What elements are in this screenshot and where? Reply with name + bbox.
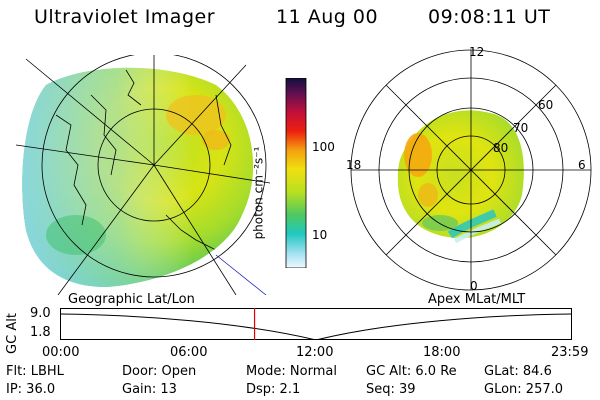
- mode-status: Mode: Normal: [246, 364, 337, 379]
- xtick-0600: 06:00: [170, 345, 208, 360]
- gc-alt-status: GC Alt: 6.0 Re: [366, 364, 457, 379]
- glon-status: GLon: 257.0: [484, 382, 564, 397]
- glat-status: GLat: 84.6: [484, 364, 552, 379]
- xtick-2359: 23:59: [551, 345, 589, 360]
- filter-status: Flt: LBHL: [6, 364, 64, 379]
- mlat-70-label: 70: [513, 121, 529, 135]
- geo-coord-label: Geographic Lat/Lon: [68, 292, 195, 307]
- colorbar-tick-100: 100: [312, 140, 335, 154]
- gain-status: Gain: 13: [122, 382, 177, 397]
- altitude-chart: [60, 308, 572, 340]
- mlt-6-label: 6: [578, 158, 586, 172]
- altitude-panel: Geographic Lat/Lon Apex MLat/MLT GC Alt …: [0, 292, 600, 362]
- mlt-12-label: 12: [469, 45, 485, 59]
- geographic-image: [16, 55, 270, 295]
- alt-ylabel: GC Alt: [4, 313, 20, 354]
- ip-status: IP: 36.0: [6, 382, 56, 397]
- instrument-title: Ultraviolet Imager: [34, 6, 216, 28]
- apex-coord-label: Apex MLat/MLT: [428, 292, 526, 307]
- mlt-18-label: 18: [346, 158, 362, 172]
- colorbar-tick-10: 10: [312, 228, 328, 242]
- door-status: Door: Open: [122, 364, 197, 379]
- altitude-curve: [60, 313, 572, 340]
- colorbar-unit-label: photon cm⁻²s⁻¹: [251, 146, 266, 240]
- mlat-80-label: 80: [493, 141, 509, 155]
- alt-ytick-top: 9.0: [30, 306, 51, 321]
- xtick-1200: 12:00: [296, 345, 334, 360]
- title-bar: Ultraviolet Imager 11 Aug 00 09:08:11 UT: [0, 0, 600, 34]
- mlt-0-label: 0: [470, 279, 478, 293]
- date-label: 11 Aug 00: [276, 6, 379, 28]
- time-label: 09:08:11 UT: [428, 6, 551, 28]
- polar-image: [350, 49, 592, 291]
- xtick-0000: 00:00: [42, 345, 80, 360]
- seq-status: Seq: 39: [366, 382, 416, 397]
- dsp-status: Dsp: 2.1: [246, 382, 301, 397]
- mlat-60-label: 60: [538, 98, 554, 112]
- colorbar: [285, 78, 307, 268]
- alt-ytick-bottom: 1.8: [30, 325, 51, 340]
- xtick-1800: 18:00: [423, 345, 461, 360]
